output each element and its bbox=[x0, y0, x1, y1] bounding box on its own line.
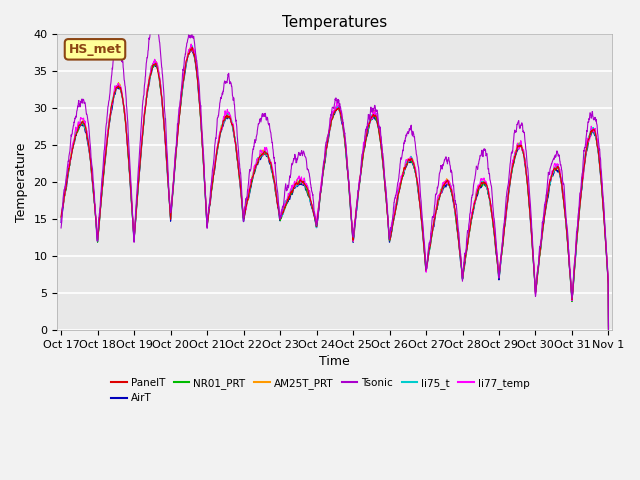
Y-axis label: Temperature: Temperature bbox=[15, 143, 28, 222]
AM25T_PRT bbox=[494, 263, 502, 269]
AirT bbox=[188, 47, 195, 52]
NR01_PRT bbox=[188, 46, 196, 52]
li75_t bbox=[210, 168, 218, 173]
Line: li77_temp: li77_temp bbox=[61, 44, 609, 326]
Tsonic bbox=[210, 156, 218, 162]
PanelT bbox=[363, 133, 371, 139]
PanelT bbox=[605, 330, 612, 336]
AirT bbox=[494, 267, 502, 273]
X-axis label: Time: Time bbox=[319, 356, 350, 369]
Line: li75_t: li75_t bbox=[61, 46, 609, 327]
Tsonic bbox=[605, 329, 612, 335]
AM25T_PRT bbox=[605, 325, 612, 331]
PanelT bbox=[188, 44, 196, 50]
li75_t bbox=[556, 174, 564, 180]
li77_temp bbox=[556, 171, 564, 177]
PanelT bbox=[494, 265, 502, 271]
AM25T_PRT bbox=[57, 216, 65, 222]
li77_temp bbox=[57, 219, 65, 225]
PanelT bbox=[57, 214, 65, 220]
Title: Temperatures: Temperatures bbox=[282, 15, 387, 30]
AirT bbox=[210, 171, 218, 177]
Tsonic bbox=[494, 263, 502, 269]
AirT bbox=[57, 220, 65, 226]
PanelT bbox=[351, 223, 358, 229]
Line: PanelT: PanelT bbox=[61, 47, 609, 333]
Text: HS_met: HS_met bbox=[68, 43, 122, 56]
AirT bbox=[572, 255, 579, 261]
AM25T_PRT bbox=[351, 225, 358, 230]
Tsonic bbox=[351, 222, 358, 228]
PanelT bbox=[572, 252, 579, 257]
Legend: PanelT, AirT, NR01_PRT, AM25T_PRT, Tsonic, li75_t, li77_temp: PanelT, AirT, NR01_PRT, AM25T_PRT, Tsoni… bbox=[107, 374, 534, 408]
PanelT bbox=[210, 169, 218, 175]
Line: AirT: AirT bbox=[61, 49, 609, 333]
NR01_PRT bbox=[494, 265, 502, 271]
AM25T_PRT bbox=[210, 167, 218, 173]
AirT bbox=[556, 175, 564, 180]
NR01_PRT bbox=[57, 215, 65, 220]
li75_t bbox=[188, 43, 196, 48]
li77_temp bbox=[363, 130, 371, 135]
Tsonic bbox=[363, 124, 371, 130]
li75_t bbox=[363, 130, 371, 135]
NR01_PRT bbox=[351, 224, 358, 229]
AirT bbox=[363, 134, 371, 140]
Tsonic bbox=[572, 251, 579, 256]
Line: AM25T_PRT: AM25T_PRT bbox=[61, 47, 609, 328]
PanelT bbox=[556, 173, 564, 179]
AirT bbox=[351, 226, 358, 232]
li75_t bbox=[572, 254, 579, 260]
Line: Tsonic: Tsonic bbox=[61, 18, 609, 332]
li77_temp bbox=[605, 324, 612, 329]
AM25T_PRT bbox=[363, 130, 371, 135]
li77_temp bbox=[210, 166, 218, 171]
li77_temp bbox=[494, 262, 502, 268]
Line: NR01_PRT: NR01_PRT bbox=[61, 49, 609, 330]
li75_t bbox=[57, 217, 65, 223]
NR01_PRT bbox=[572, 253, 579, 259]
NR01_PRT bbox=[556, 173, 564, 179]
Tsonic bbox=[57, 225, 65, 231]
AM25T_PRT bbox=[572, 250, 579, 256]
li77_temp bbox=[351, 219, 358, 225]
Tsonic bbox=[556, 162, 564, 168]
li75_t bbox=[351, 224, 358, 229]
AM25T_PRT bbox=[556, 173, 564, 179]
li75_t bbox=[494, 264, 502, 270]
AM25T_PRT bbox=[188, 44, 195, 49]
li75_t bbox=[605, 324, 612, 330]
li77_temp bbox=[572, 247, 579, 252]
NR01_PRT bbox=[210, 169, 218, 175]
AirT bbox=[605, 330, 612, 336]
NR01_PRT bbox=[363, 134, 371, 140]
li77_temp bbox=[188, 41, 195, 47]
NR01_PRT bbox=[605, 327, 612, 333]
Tsonic bbox=[151, 15, 159, 21]
